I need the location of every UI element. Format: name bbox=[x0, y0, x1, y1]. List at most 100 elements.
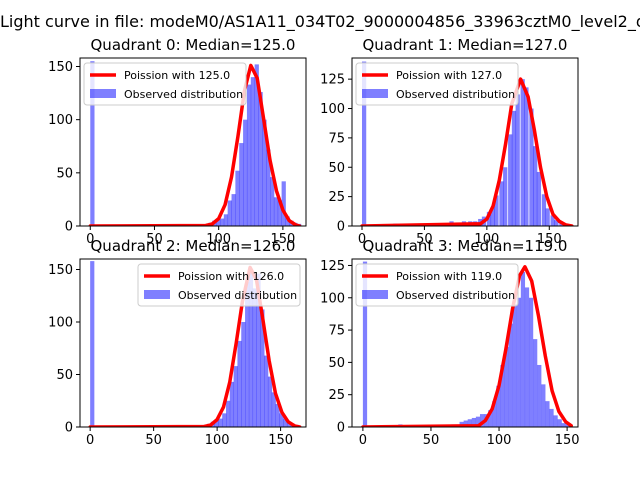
observed-bar bbox=[561, 423, 566, 427]
y-tick-label: 75 bbox=[328, 324, 345, 339]
x-tick-label: 50 bbox=[145, 433, 162, 448]
observed-bar bbox=[508, 323, 513, 427]
chart-title: Quadrant 2: Median=126.0 bbox=[91, 237, 296, 255]
quadrant-1-chart: 0 50 100 150 0 25 50 75 100 125 Quadrant 1: Median… bbox=[320, 36, 579, 247]
observed-bar bbox=[541, 384, 546, 427]
axes-frame bbox=[79, 57, 307, 227]
plot-content bbox=[360, 61, 574, 226]
legend-swatch-observed bbox=[362, 290, 388, 299]
observed-bar bbox=[231, 194, 236, 226]
observed-bar bbox=[361, 61, 367, 226]
legend-label-poisson: Poission with 126.0 bbox=[178, 270, 284, 283]
y-tick-label: 0 bbox=[337, 421, 345, 436]
observed-bar bbox=[258, 92, 263, 226]
observed-bar bbox=[557, 419, 562, 427]
y-tick-label: 50 bbox=[56, 166, 73, 181]
observed-bar bbox=[516, 297, 521, 427]
x-tick-label: 0 bbox=[358, 232, 366, 247]
y-tick-label: 125 bbox=[320, 73, 345, 88]
x-tick-label: 100 bbox=[474, 232, 499, 247]
observed-bar bbox=[216, 219, 221, 226]
legend-label-observed: Observed distribution bbox=[396, 289, 515, 302]
axes-frame bbox=[79, 258, 307, 428]
observed-bar bbox=[270, 177, 275, 226]
y-tick-label: 25 bbox=[328, 388, 345, 403]
x-tick-label: 100 bbox=[487, 433, 512, 448]
x-tick-label: 150 bbox=[270, 232, 295, 247]
observed-bar bbox=[246, 84, 252, 226]
observed-bar bbox=[545, 401, 550, 427]
observed-bar bbox=[529, 108, 534, 226]
observed-bar bbox=[467, 419, 472, 427]
y-tick-label: 50 bbox=[328, 161, 345, 176]
y-tick-label: 75 bbox=[328, 131, 345, 146]
legend-swatch-observed bbox=[144, 290, 170, 299]
observed-bar bbox=[237, 340, 242, 427]
x-tick-label: 0 bbox=[359, 433, 367, 448]
observed-bar bbox=[275, 403, 280, 427]
observed-bar bbox=[524, 287, 530, 427]
observed-bar bbox=[214, 420, 219, 427]
observed-bar bbox=[226, 400, 231, 427]
observed-bar bbox=[541, 194, 547, 226]
observed-bar bbox=[520, 79, 525, 226]
observed-bar bbox=[553, 415, 558, 427]
observed-bar bbox=[554, 220, 559, 226]
observed-bar bbox=[494, 195, 499, 226]
y-tick-label: 150 bbox=[48, 60, 73, 75]
observed-bar bbox=[271, 392, 276, 427]
observed-bar bbox=[248, 269, 254, 427]
observed-bar bbox=[471, 417, 477, 427]
observed-bar bbox=[488, 410, 493, 427]
observed-bar bbox=[252, 288, 257, 427]
observed-bar bbox=[490, 207, 495, 226]
observed-bar bbox=[267, 376, 273, 427]
axes-frame bbox=[351, 258, 579, 428]
observed-bar bbox=[504, 346, 509, 427]
x-tick-label: 100 bbox=[206, 232, 231, 247]
observed-bar bbox=[90, 261, 95, 427]
observed-bar bbox=[223, 214, 229, 226]
y-tick-label: 50 bbox=[56, 368, 73, 383]
plot-content bbox=[88, 61, 302, 226]
observed-bar bbox=[496, 385, 501, 427]
observed-bar bbox=[503, 167, 508, 226]
legend-box bbox=[83, 62, 247, 106]
legend-box bbox=[355, 263, 519, 307]
observed-bar bbox=[545, 208, 550, 226]
legend-label-poisson: Poission with 119.0 bbox=[396, 270, 502, 283]
observed-bar bbox=[475, 416, 481, 427]
y-tick-label: 150 bbox=[48, 263, 73, 278]
observed-bar bbox=[528, 297, 534, 427]
legend-label-poisson: Poission with 125.0 bbox=[124, 69, 230, 82]
observed-bar bbox=[520, 271, 526, 427]
x-tick-label: 50 bbox=[146, 232, 163, 247]
observed-bar bbox=[463, 420, 468, 427]
legend-label-poisson: Poission with 127.0 bbox=[396, 69, 502, 82]
observed-bar bbox=[260, 309, 265, 427]
observed-bar bbox=[565, 424, 570, 427]
legend-label-observed: Observed distribution bbox=[396, 88, 515, 101]
legend-swatch-observed bbox=[362, 89, 388, 98]
observed-bar bbox=[499, 181, 504, 226]
chart-title: Quadrant 0: Median=125.0 bbox=[91, 36, 296, 54]
observed-bar bbox=[512, 304, 517, 427]
y-tick-label: 100 bbox=[48, 113, 73, 128]
legend-box bbox=[137, 263, 301, 307]
legend: Poission with 125.0 Observed distribution bbox=[83, 62, 247, 106]
y-tick-label: 0 bbox=[337, 220, 345, 235]
y-tick-label: 100 bbox=[320, 291, 345, 306]
observed-bar bbox=[533, 146, 538, 226]
chart-title: Quadrant 3: Median=119.0 bbox=[363, 237, 568, 255]
observed-bar bbox=[486, 211, 492, 226]
legend-label-observed: Observed distribution bbox=[124, 88, 243, 101]
observed-bar bbox=[245, 282, 250, 427]
y-tick-label: 100 bbox=[48, 316, 73, 331]
observed-bar bbox=[243, 119, 248, 226]
x-tick-label: 0 bbox=[86, 232, 94, 247]
x-tick-label: 100 bbox=[205, 433, 230, 448]
observed-bar bbox=[281, 181, 286, 226]
poisson-curve bbox=[361, 265, 573, 427]
observed-bar bbox=[549, 408, 554, 427]
